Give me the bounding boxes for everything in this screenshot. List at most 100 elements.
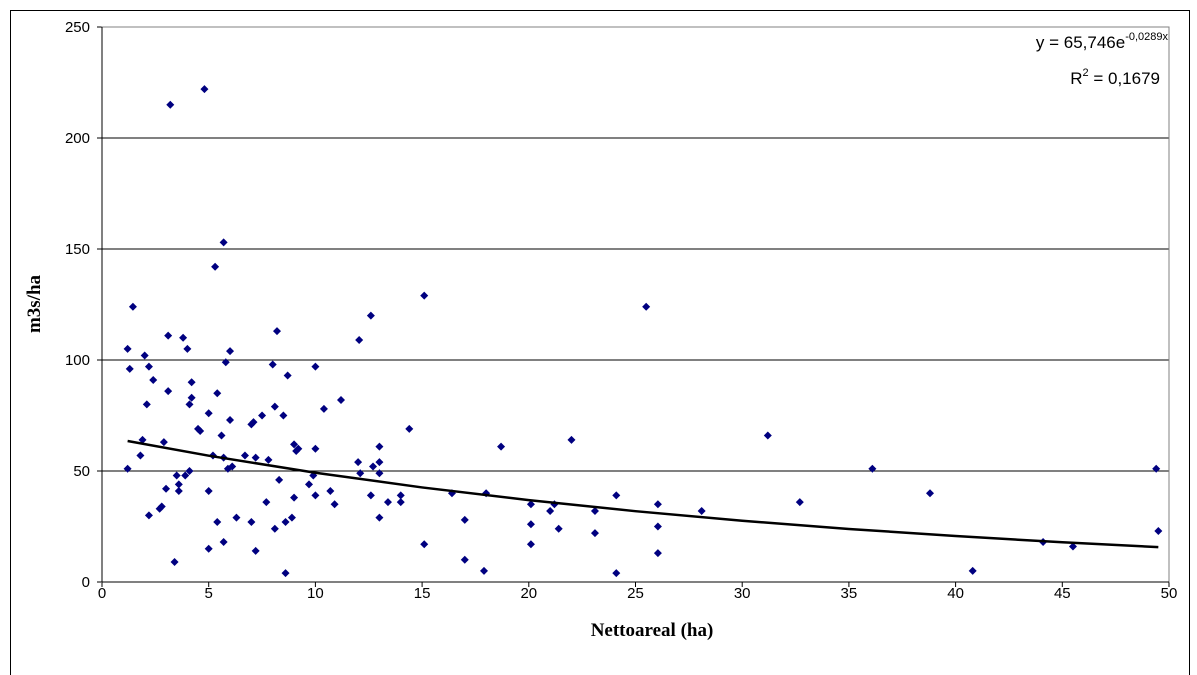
point: [123, 464, 132, 473]
point: [226, 415, 235, 424]
point: [174, 480, 183, 489]
point: [185, 400, 194, 409]
point: [221, 358, 230, 367]
point: [247, 518, 256, 527]
point: [138, 435, 147, 444]
x-tick-label: 30: [734, 585, 751, 602]
point: [383, 498, 392, 507]
point: [204, 486, 213, 495]
point: [251, 453, 260, 462]
point: [219, 538, 228, 547]
point: [290, 493, 299, 502]
point: [136, 451, 145, 460]
x-tick-label: 15: [414, 585, 431, 602]
point: [968, 566, 977, 575]
point: [270, 402, 279, 411]
point: [140, 351, 149, 360]
point: [144, 511, 153, 520]
point: [567, 435, 576, 444]
point: [196, 427, 205, 436]
equation-base: y = 65,746e: [1036, 33, 1125, 52]
point: [653, 500, 662, 509]
point: [311, 362, 320, 371]
y-tick-label: 200: [65, 130, 90, 147]
point: [354, 458, 363, 467]
point: [653, 549, 662, 558]
point: [375, 442, 384, 451]
point: [311, 444, 320, 453]
r-squared-value: = 0,1679: [1089, 69, 1160, 88]
point: [164, 387, 173, 396]
point: [319, 404, 328, 413]
x-tick-label: 5: [205, 585, 213, 602]
x-tick-label: 10: [307, 585, 324, 602]
y-tick-label: 150: [65, 241, 90, 258]
point: [612, 491, 621, 500]
point: [183, 344, 192, 353]
point: [460, 515, 469, 524]
point: [200, 85, 209, 94]
x-tick-label: 0: [98, 585, 106, 602]
point: [157, 502, 166, 511]
point: [142, 400, 151, 409]
x-tick-label: 50: [1161, 585, 1178, 602]
point: [420, 291, 429, 300]
y-tick-label: 100: [65, 352, 90, 369]
point: [1068, 542, 1077, 551]
y-axis-title: m3s/ha: [24, 274, 45, 333]
point: [275, 475, 284, 484]
x-axis-title: Nettoareal (ha): [591, 620, 714, 641]
point: [187, 378, 196, 387]
point: [204, 544, 213, 553]
point: [642, 302, 651, 311]
chart-frame: [10, 10, 1190, 675]
point: [763, 431, 772, 440]
point: [294, 444, 303, 453]
point: [290, 440, 299, 449]
point: [144, 362, 153, 371]
r-squared-exponent: 2: [1083, 67, 1089, 79]
point: [149, 375, 158, 384]
point: [262, 498, 271, 507]
point: [460, 555, 469, 564]
point: [281, 569, 290, 578]
point: [211, 262, 220, 271]
equation-exponent: -0,0289x: [1125, 31, 1168, 43]
r-squared: R2 = 0,1679: [1070, 67, 1160, 88]
point: [375, 458, 384, 467]
point: [311, 491, 320, 500]
point: [251, 546, 260, 555]
y-tick-label: 0: [82, 574, 90, 591]
point: [326, 486, 335, 495]
point: [232, 513, 241, 522]
point: [170, 558, 179, 567]
point: [612, 569, 621, 578]
x-tick-label: 40: [947, 585, 964, 602]
point: [281, 518, 290, 527]
point: [497, 442, 506, 451]
x-tick-label: 35: [841, 585, 858, 602]
x-tick-label: 25: [627, 585, 644, 602]
point: [369, 462, 378, 471]
point: [249, 418, 258, 427]
point: [526, 500, 535, 509]
point: [162, 484, 171, 493]
point: [226, 347, 235, 356]
point: [264, 455, 273, 464]
point: [420, 540, 429, 549]
point: [590, 506, 599, 515]
point: [554, 524, 563, 533]
point: [164, 331, 173, 340]
point: [590, 529, 599, 538]
point: [356, 469, 365, 478]
point: [283, 371, 292, 380]
point: [366, 491, 375, 500]
point: [396, 498, 405, 507]
point: [396, 491, 405, 500]
point: [287, 513, 296, 522]
x-tick-label: 45: [1054, 585, 1071, 602]
trendline: [127, 439, 1159, 549]
point: [546, 506, 555, 515]
point: [1154, 526, 1163, 535]
